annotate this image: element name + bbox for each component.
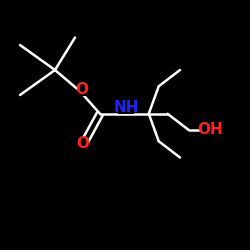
FancyBboxPatch shape — [118, 101, 134, 114]
Text: NH: NH — [114, 100, 139, 115]
Text: O: O — [76, 136, 89, 151]
FancyBboxPatch shape — [202, 124, 218, 136]
Text: OH: OH — [197, 122, 223, 138]
FancyBboxPatch shape — [76, 83, 86, 96]
FancyBboxPatch shape — [78, 137, 87, 150]
Text: O: O — [75, 82, 88, 97]
